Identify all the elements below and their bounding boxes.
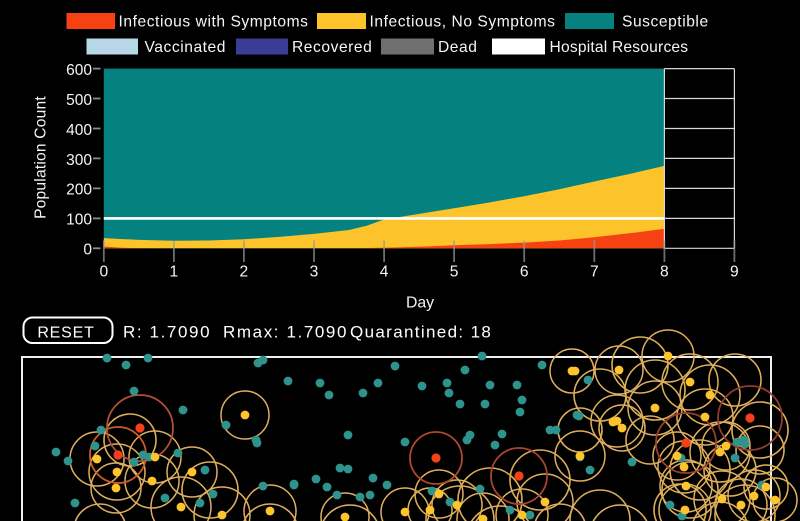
svg-text:R: 1.7090: R: 1.7090	[123, 322, 211, 341]
svg-text:4: 4	[380, 264, 389, 281]
svg-text:Quarantined: 18: Quarantined: 18	[350, 322, 492, 341]
svg-text:Recovered: Recovered	[292, 39, 372, 56]
svg-text:6: 6	[520, 264, 529, 281]
svg-text:Day: Day	[406, 294, 434, 311]
svg-text:7: 7	[590, 264, 599, 281]
svg-text:RESET: RESET	[37, 324, 94, 341]
svg-text:300: 300	[66, 152, 92, 169]
svg-text:Susceptible: Susceptible	[622, 13, 709, 30]
svg-text:1: 1	[170, 264, 179, 281]
svg-text:Hospital Resources: Hospital Resources	[550, 39, 689, 56]
svg-text:8: 8	[660, 264, 669, 281]
svg-text:9: 9	[730, 264, 739, 281]
svg-text:200: 200	[66, 182, 92, 199]
svg-text:100: 100	[66, 212, 92, 229]
svg-text:Dead: Dead	[438, 39, 477, 56]
svg-text:Rmax: 1.7090: Rmax: 1.7090	[223, 322, 348, 341]
svg-text:2: 2	[240, 264, 249, 281]
svg-text:Vaccinated: Vaccinated	[145, 39, 227, 56]
svg-text:400: 400	[66, 122, 92, 139]
svg-text:Population Count: Population Count	[33, 96, 50, 219]
svg-text:500: 500	[66, 92, 92, 109]
svg-text:0: 0	[83, 242, 92, 259]
svg-text:Infectious, No Symptoms: Infectious, No Symptoms	[370, 13, 556, 30]
svg-text:Infectious with Symptoms: Infectious with Symptoms	[119, 13, 309, 30]
svg-text:600: 600	[66, 62, 92, 79]
svg-text:5: 5	[450, 264, 459, 281]
svg-text:0: 0	[99, 264, 108, 281]
svg-text:3: 3	[310, 264, 319, 281]
